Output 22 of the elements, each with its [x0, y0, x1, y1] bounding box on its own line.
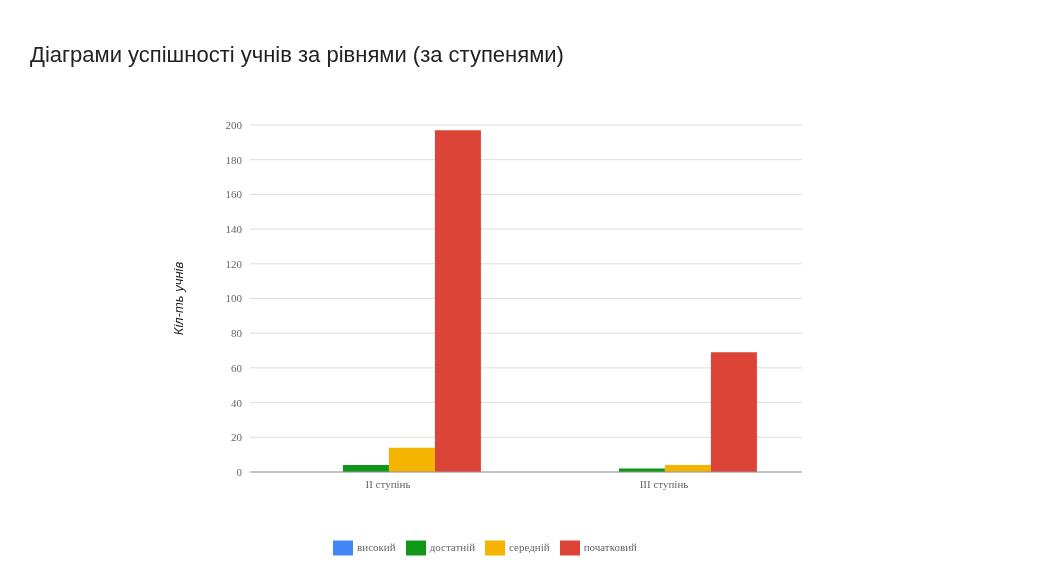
y-tick-label: 20: [231, 431, 243, 444]
x-tick-label: III ступінь: [639, 477, 689, 490]
legend-label: початковий: [583, 540, 637, 553]
y-axis-title: Кіл-ть учнів: [170, 261, 186, 336]
y-tick-label: 40: [231, 396, 243, 409]
y-tick-label: 160: [225, 188, 243, 201]
y-tick-label: 80: [231, 327, 243, 340]
y-tick-label: 60: [231, 361, 243, 374]
x-tick-label: II ступінь: [365, 477, 411, 490]
y-tick-label: 140: [225, 223, 243, 236]
y-tick-label: 100: [225, 292, 243, 305]
bar: [388, 447, 435, 472]
y-tick-label: 180: [225, 153, 243, 166]
legend-label: середній: [509, 540, 550, 553]
y-tick-label: 200: [225, 118, 243, 131]
bar: [434, 130, 481, 472]
chart-title: Діаграми успішності учнів за рівнями (за ступенями): [30, 42, 564, 68]
y-tick-label: 0: [236, 465, 243, 478]
y-tick-label: 120: [225, 257, 243, 270]
legend-label: високий: [357, 540, 396, 553]
legend-label: достатній: [429, 540, 476, 553]
bar: [710, 352, 757, 472]
